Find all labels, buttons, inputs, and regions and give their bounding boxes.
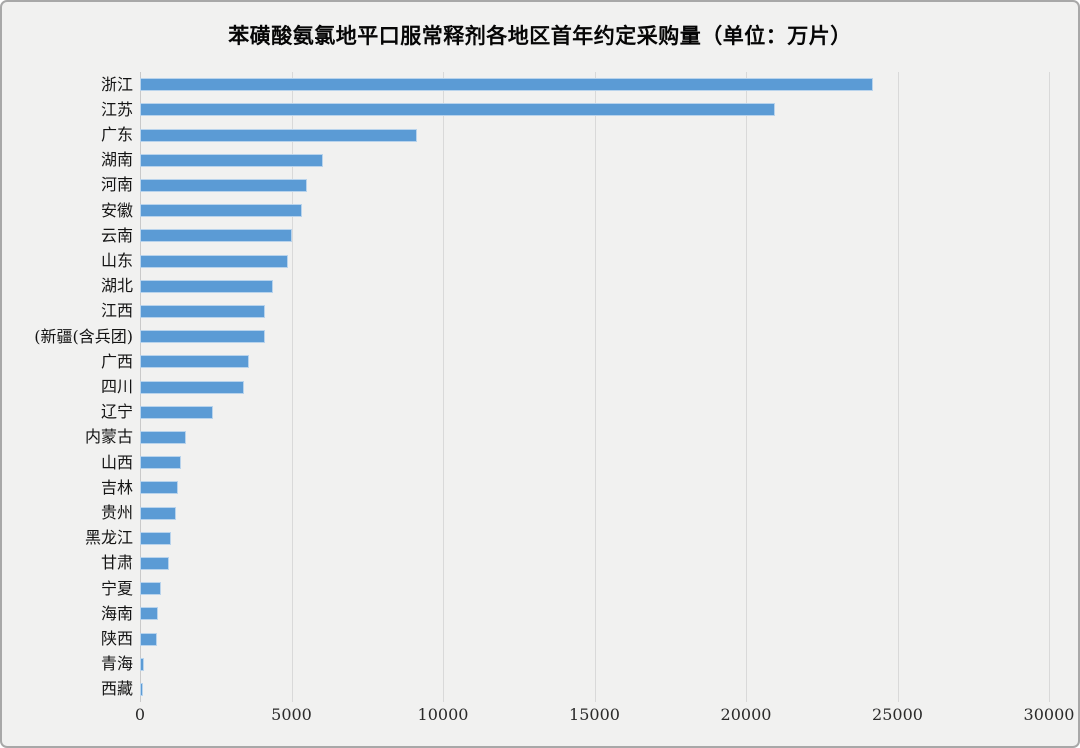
bar (140, 380, 244, 394)
bar (140, 430, 187, 444)
bar (140, 229, 292, 243)
bar (140, 128, 418, 142)
bar (140, 178, 307, 192)
bar (140, 254, 289, 268)
bar (140, 78, 874, 92)
y-axis-label: 宁夏 (100, 578, 133, 598)
y-axis-label: 贵州 (100, 503, 133, 522)
x-axis-tick-label: 25000 (872, 705, 923, 724)
bar (140, 582, 161, 596)
y-axis-label: 江西 (100, 301, 133, 321)
bar (140, 456, 182, 470)
bar (140, 506, 176, 520)
y-axis-label: 安徽 (100, 200, 133, 220)
plot-area (140, 72, 1050, 702)
gridline (291, 72, 293, 702)
bar (140, 607, 159, 621)
bar (140, 304, 266, 318)
y-axis-label: 云南 (100, 225, 133, 245)
y-axis-label: 海南 (100, 603, 133, 623)
bar (140, 556, 169, 570)
gridline (746, 72, 747, 702)
bar (140, 330, 266, 344)
y-axis-label: 黑龙江 (84, 528, 133, 548)
bar (140, 632, 157, 646)
x-axis-tick-label: 30000 (1023, 705, 1075, 724)
y-axis-label: 山西 (100, 452, 133, 472)
y-axis-label: 西藏 (100, 679, 133, 699)
x-axis-tick-label: 5000 (271, 705, 312, 724)
x-axis-tick-label: 0 (134, 705, 146, 724)
bar (140, 531, 171, 545)
x-axis-tick-label: 15000 (569, 705, 620, 724)
x-axis-tick-label: 10000 (417, 705, 469, 724)
gridline (443, 72, 444, 702)
y-axis-label: 吉林 (100, 477, 133, 497)
chart-title: 苯磺酸氨氯地平口服常释剂各地区首年约定采购量（单位：万片） (228, 23, 852, 48)
y-axis-label: 内蒙古 (84, 427, 133, 447)
y-axis-label: 广西 (100, 351, 133, 371)
y-axis-label: 广东 (100, 125, 133, 144)
bar (140, 405, 213, 419)
bar (140, 682, 144, 696)
gridline (594, 72, 596, 702)
y-axis-label: 山东 (100, 251, 133, 270)
bar (140, 204, 303, 218)
bar (140, 279, 274, 293)
y-axis-label: 湖北 (100, 276, 133, 296)
y-axis-label: 河南 (100, 175, 133, 195)
x-axis-tick-labels: 0 5000 10000 15000 20000 25000 30000 (2, 705, 1078, 729)
bar (140, 481, 178, 495)
bar (140, 103, 775, 117)
bar (140, 657, 144, 671)
y-axis-label: 四川 (100, 377, 133, 396)
bar (140, 153, 323, 167)
y-axis-label: 辽宁 (100, 402, 133, 422)
y-axis-label: 甘肃 (100, 553, 133, 573)
x-axis-tick-label: 20000 (720, 705, 772, 724)
y-axis-label: 青海 (100, 654, 133, 674)
y-axis-label: 湖南 (100, 150, 133, 170)
y-axis-label: 江苏 (100, 99, 133, 119)
bar (140, 355, 249, 369)
gridline (897, 72, 899, 702)
gridline (1049, 72, 1050, 702)
y-axis-label: (新疆(含兵团) (34, 326, 133, 346)
y-axis-label: 浙江 (100, 74, 133, 94)
y-axis-label: 陕西 (100, 629, 133, 648)
y-axis-labels: 浙江江苏广东湖南河南安徽云南山东湖北江西 (新疆(含兵团) 广西四川辽宁内蒙古山西吉… (2, 72, 133, 702)
